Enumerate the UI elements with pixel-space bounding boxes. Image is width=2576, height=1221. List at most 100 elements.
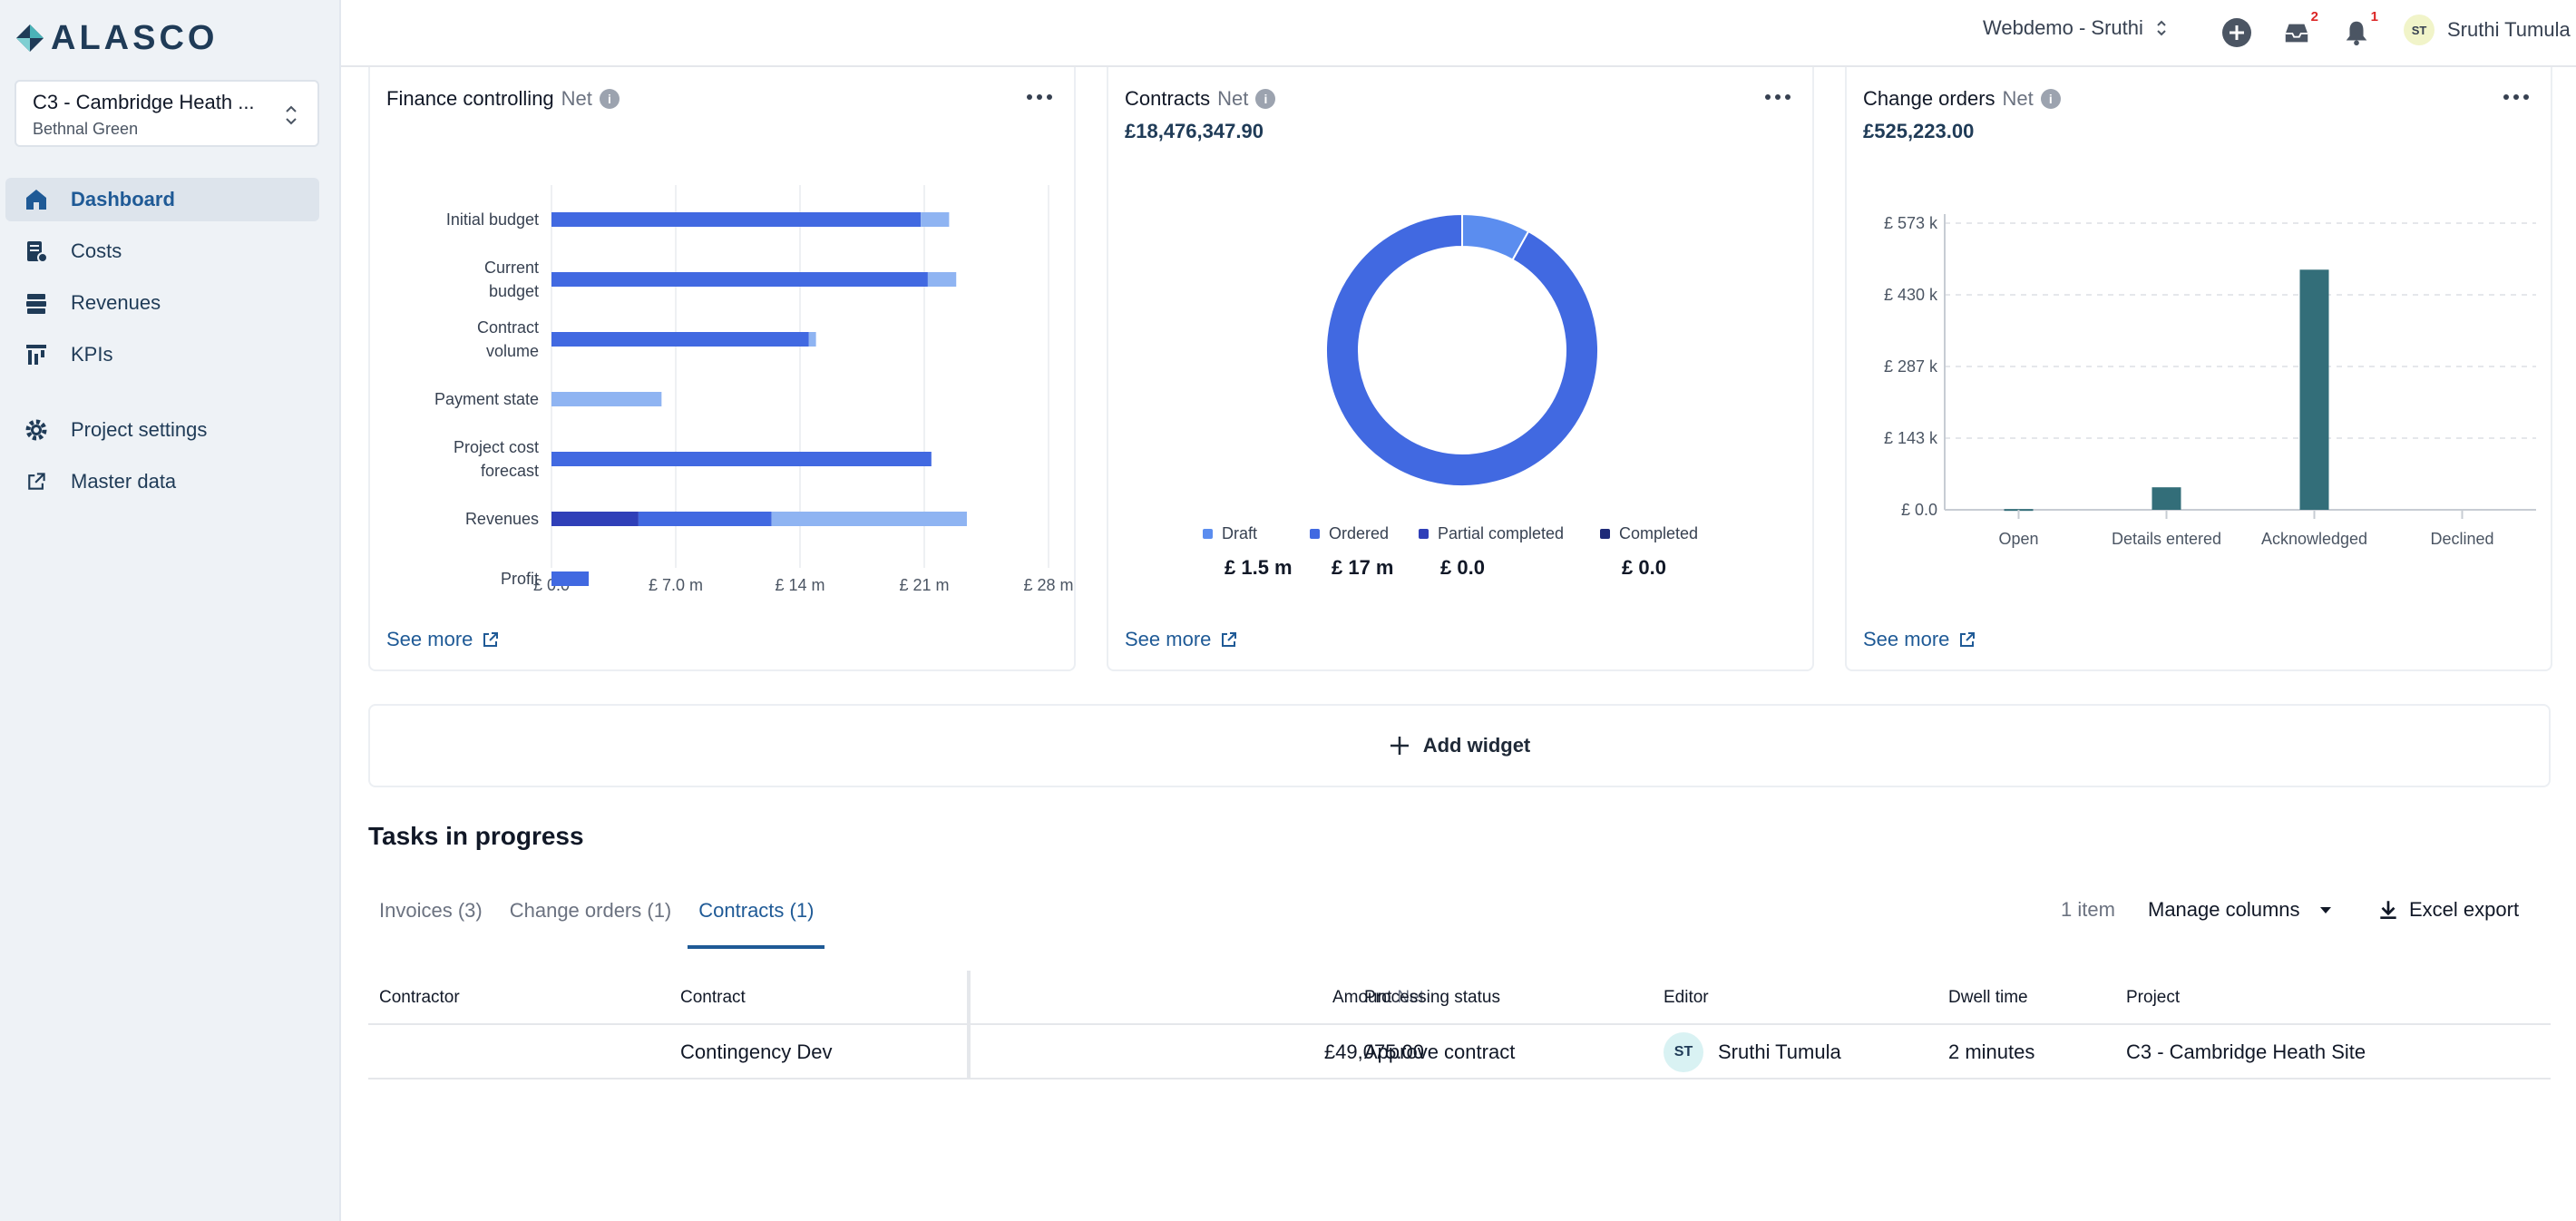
inbox-button[interactable]: 2 bbox=[2278, 9, 2318, 51]
sidebar-item-costs[interactable]: Costs bbox=[5, 230, 319, 273]
legend-swatch bbox=[1203, 529, 1213, 539]
widget-menu-button[interactable] bbox=[2503, 91, 2529, 103]
gear-icon bbox=[22, 415, 51, 444]
bar-segment bbox=[551, 272, 928, 287]
change-orders-bar-chart: £ 0.0 £ 143 k £ 287 k £ 430 k £ 573 k Open Det… bbox=[1884, 214, 2536, 548]
column-divider[interactable] bbox=[967, 971, 971, 1079]
contracts-widget: Contracts Net i £18,476,347.90 Draft £ 1… bbox=[1107, 67, 1814, 671]
chevron-updown-icon bbox=[2157, 20, 2166, 36]
inbox-icon bbox=[2285, 24, 2308, 43]
column-header-contractor[interactable]: Contractor bbox=[379, 988, 460, 1007]
column-header-editor[interactable]: Editor bbox=[1664, 988, 1709, 1007]
avatar: ST bbox=[1664, 1032, 1703, 1072]
legend-label: Draft bbox=[1222, 524, 1258, 542]
download-icon bbox=[2380, 901, 2396, 920]
column-header-amount[interactable]: Amount Net bbox=[1235, 971, 1424, 1025]
finance-controlling-widget: Finance controlling Net i £ 0.0£ 7.0 m£ … bbox=[368, 67, 1076, 671]
sidebar-item-revenues[interactable]: Revenues bbox=[5, 281, 319, 325]
see-more-link[interactable]: See more bbox=[1863, 628, 1976, 651]
legend-item: Draft £ 1.5 m bbox=[1203, 524, 1293, 580]
info-icon[interactable]: i bbox=[1255, 89, 1276, 109]
column-header-dwell-time[interactable]: Dwell time bbox=[1948, 988, 2028, 1007]
bar-segment bbox=[551, 392, 662, 406]
tasks-title: Tasks in progress bbox=[368, 822, 584, 850]
change-orders-widget: Change orders Net i £525,223.00 £ 0.0 £ 1… bbox=[1845, 67, 2552, 671]
see-more-link[interactable]: See more bbox=[1125, 628, 1238, 651]
column-header-processing-status[interactable]: Processing status bbox=[1364, 988, 1500, 1007]
add-button[interactable] bbox=[2219, 15, 2255, 51]
alasco-logo[interactable]: ALASCO bbox=[15, 18, 219, 57]
sidebar-item-kpis[interactable]: KPIs bbox=[5, 333, 319, 376]
sidebar-item-label: KPIs bbox=[71, 343, 113, 366]
bar-segment bbox=[551, 512, 639, 526]
see-more-label: See more bbox=[1125, 628, 1212, 650]
bar-segment bbox=[551, 332, 809, 347]
y-tick-label: £ 143 k bbox=[1884, 429, 1938, 447]
widget-title-text: Change orders bbox=[1863, 87, 1995, 110]
legend-value: £ 0.0 bbox=[1440, 556, 1485, 579]
costs-icon bbox=[22, 237, 51, 266]
editor-name: Sruthi Tumula bbox=[1718, 1040, 1841, 1063]
amount-net-label: Net bbox=[1397, 988, 1424, 1007]
bar-segment bbox=[808, 332, 816, 347]
y-category-label: Current bbox=[484, 259, 539, 277]
project-selector[interactable]: C3 - Cambridge Heath ... Bethnal Green bbox=[15, 80, 319, 147]
user-menu[interactable]: ST Sruthi Tumula bbox=[2404, 15, 2571, 45]
y-tick-label: £ 573 k bbox=[1884, 214, 1938, 232]
alasco-logo-icon bbox=[16, 24, 44, 52]
y-tick-label: £ 0.0 bbox=[1901, 501, 1937, 519]
notification-badge: 1 bbox=[2370, 9, 2378, 24]
tab-contracts[interactable]: Contracts (1) bbox=[688, 894, 825, 949]
sidebar-item-dashboard[interactable]: Dashboard bbox=[5, 178, 319, 221]
net-label: Net bbox=[1217, 87, 1249, 110]
column-header-project[interactable]: Project bbox=[2126, 988, 2181, 1007]
sidebar-item-label: Costs bbox=[71, 239, 122, 262]
legend-label: Partial completed bbox=[1438, 524, 1565, 542]
bar-segment bbox=[551, 452, 932, 466]
legend-value: £ 0.0 bbox=[1622, 556, 1666, 579]
logo-text: ALASCO bbox=[51, 18, 219, 57]
info-icon[interactable]: i bbox=[599, 89, 620, 109]
workspace-switcher[interactable]: Webdemo - Sruthi bbox=[1983, 16, 2167, 40]
cell-project: C3 - Cambridge Heath Site bbox=[2126, 1040, 2366, 1063]
project-name: C3 - Cambridge Heath ... bbox=[33, 91, 255, 113]
x-tick-label: £ 14 m bbox=[775, 576, 825, 593]
sidebar-item-project-settings[interactable]: Project settings bbox=[5, 408, 319, 452]
tab-invoices[interactable]: Invoices (3) bbox=[379, 899, 483, 922]
contracts-donut-chart bbox=[1325, 212, 1599, 487]
kpi-icon bbox=[22, 340, 51, 369]
donut-slice bbox=[1325, 212, 1599, 487]
caret-down-icon bbox=[2319, 907, 2331, 913]
info-icon[interactable]: i bbox=[2040, 89, 2061, 109]
legend-label: Ordered bbox=[1329, 524, 1390, 542]
y-category-label: forecast bbox=[481, 462, 539, 480]
sidebar-item-master-data[interactable]: Master data bbox=[5, 460, 319, 503]
add-widget-button[interactable]: Add widget bbox=[368, 704, 2551, 787]
x-category-label: Details entered bbox=[2112, 530, 2221, 548]
contracts-total: £18,476,347.90 bbox=[1125, 120, 1264, 142]
manage-columns-button[interactable]: Manage columns bbox=[2148, 898, 2335, 922]
table-row[interactable]: Contingency Dev £49,075.00 Approve contr… bbox=[368, 1025, 2551, 1079]
bar-segment bbox=[771, 512, 967, 526]
column-header-contract[interactable]: Contract bbox=[680, 988, 746, 1007]
widget-menu-button[interactable] bbox=[1027, 91, 1052, 103]
see-more-link[interactable]: See more bbox=[386, 628, 500, 651]
home-icon bbox=[22, 185, 51, 214]
legend-item: Ordered £ 17 m bbox=[1310, 524, 1394, 580]
widget-title: Change orders Net i bbox=[1863, 87, 2061, 111]
tasks-tabs: Invoices (3) Change orders (1) Contracts… bbox=[368, 894, 830, 949]
y-category-label: volume bbox=[486, 342, 539, 360]
excel-export-button[interactable]: Excel export bbox=[2376, 898, 2519, 922]
notifications-button[interactable]: 1 bbox=[2338, 9, 2378, 51]
cell-contract[interactable]: Contingency Dev bbox=[680, 1040, 833, 1063]
y-category-label: Payment state bbox=[434, 390, 539, 408]
widget-title: Finance controlling Net i bbox=[386, 87, 620, 111]
y-category-label: Initial budget bbox=[446, 210, 539, 229]
y-tick-label: £ 430 k bbox=[1884, 286, 1938, 304]
cell-amount: £49,075.00 bbox=[1323, 1040, 1424, 1063]
sidebar: ALASCO C3 - Cambridge Heath ... Bethnal … bbox=[0, 0, 341, 1221]
widget-menu-button[interactable] bbox=[1765, 91, 1791, 103]
tab-change-orders[interactable]: Change orders (1) bbox=[509, 899, 672, 922]
cell-processing-status: Approve contract bbox=[1364, 1040, 1516, 1063]
